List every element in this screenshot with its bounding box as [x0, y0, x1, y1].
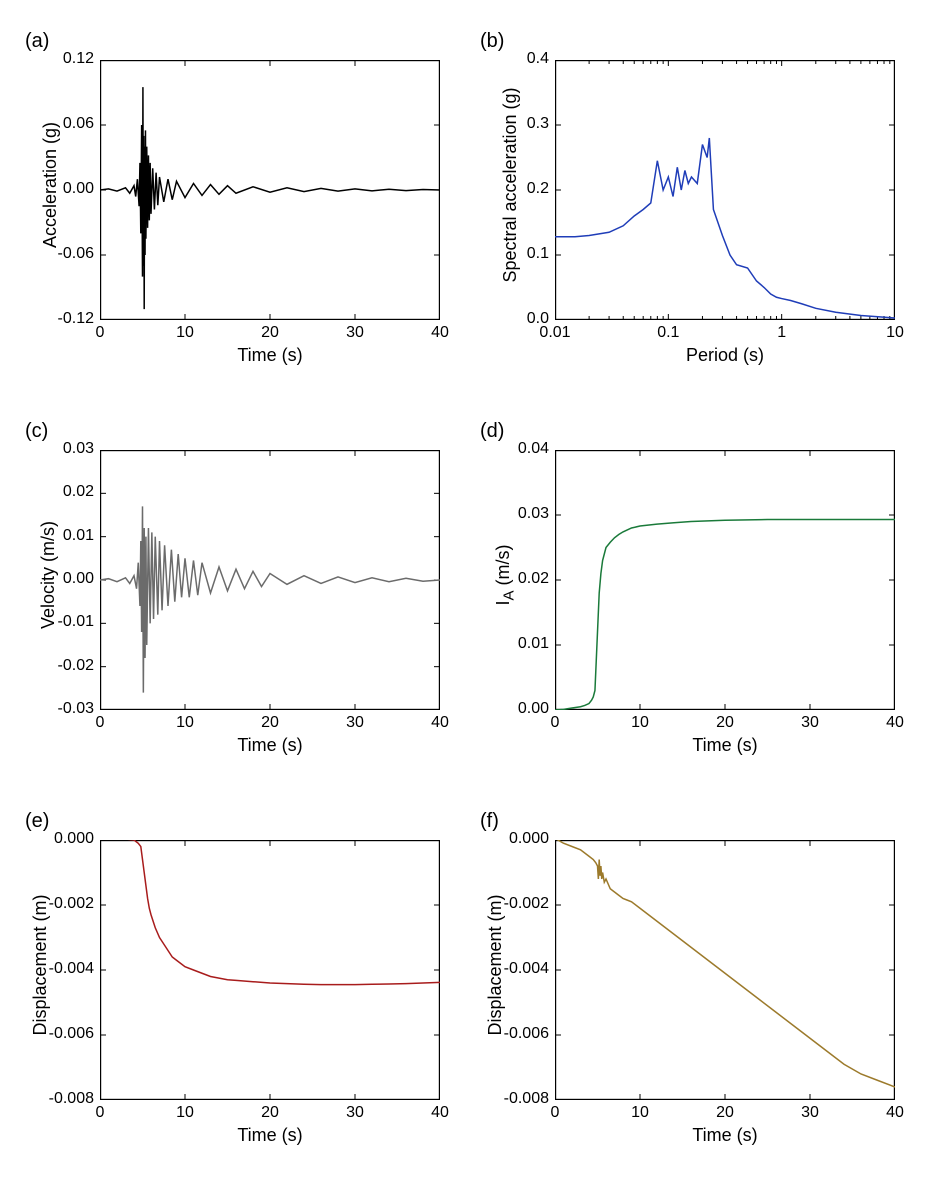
panel-e-plot [100, 840, 440, 1100]
xtick-label: 40 [875, 714, 915, 732]
xtick-label: 20 [250, 714, 290, 732]
xtick-label: 30 [335, 1104, 375, 1122]
ytick-label: -0.02 [24, 657, 94, 675]
panel-f-xlabel: Time (s) [555, 1125, 895, 1146]
xtick-label: 20 [705, 1104, 745, 1122]
panel-d-ticks [555, 450, 895, 710]
panel-b-ticks [555, 60, 895, 320]
panel-a-ylabel: Acceleration (g) [40, 55, 61, 315]
panel-c-ylabel: Velocity (m/s) [38, 445, 59, 705]
panel-e-series [100, 840, 440, 985]
xtick-label: 1 [762, 324, 802, 342]
panel-b-series [555, 138, 895, 318]
panel-c-plot [100, 450, 440, 710]
xtick-label: 10 [165, 1104, 205, 1122]
xtick-label: 20 [250, 1104, 290, 1122]
xtick-label: 30 [790, 1104, 830, 1122]
panel-f-series [555, 840, 895, 1087]
panel-f-plot [555, 840, 895, 1100]
xtick-label: 10 [620, 714, 660, 732]
panel-e-ticks [100, 840, 440, 1100]
panel-a-plot [100, 60, 440, 320]
ytick-label: 0.03 [24, 440, 94, 458]
xtick-label: 30 [790, 714, 830, 732]
xtick-label: 20 [250, 324, 290, 342]
xtick-label: 20 [705, 714, 745, 732]
panel-d-xlabel: Time (s) [555, 735, 895, 756]
ytick-label: 0.02 [24, 483, 94, 501]
xtick-label: 40 [875, 1104, 915, 1122]
panel-e-ylabel: Displacement (m) [30, 835, 51, 1095]
xtick-label: 0.1 [648, 324, 688, 342]
ytick-label: -0.01 [24, 613, 94, 631]
panel-c-series [100, 506, 440, 692]
xtick-label: 10 [165, 324, 205, 342]
panel-d-series [555, 520, 895, 710]
panel-a-series [100, 87, 440, 309]
xtick-label: 10 [165, 714, 205, 732]
ytick-label: 0.00 [24, 570, 94, 588]
panel-f-ylabel: Displacement (m) [485, 835, 506, 1095]
xtick-label: 30 [335, 714, 375, 732]
ytick-label: -0.03 [24, 700, 94, 718]
panel-b-xlabel: Period (s) [555, 345, 895, 366]
xtick-label: 30 [335, 324, 375, 342]
panel-c-xlabel: Time (s) [100, 735, 440, 756]
panel-a-xlabel: Time (s) [100, 345, 440, 366]
xtick-label: 40 [420, 714, 460, 732]
figure-container: (a) 010203040 -0.12-0.060.000.060.12 Tim… [0, 0, 941, 1203]
xtick-label: 40 [420, 324, 460, 342]
panel-d-ylabel: IA (m/s) [493, 445, 518, 705]
xtick-label: 10 [620, 1104, 660, 1122]
ytick-label: 0.01 [24, 527, 94, 545]
xtick-label: 10 [875, 324, 915, 342]
panel-b-ylabel: Spectral acceleration (g) [500, 55, 521, 315]
panel-e-xlabel: Time (s) [100, 1125, 440, 1146]
xtick-label: 40 [420, 1104, 460, 1122]
panel-d-plot [555, 450, 895, 710]
panel-b-plot [555, 60, 895, 320]
